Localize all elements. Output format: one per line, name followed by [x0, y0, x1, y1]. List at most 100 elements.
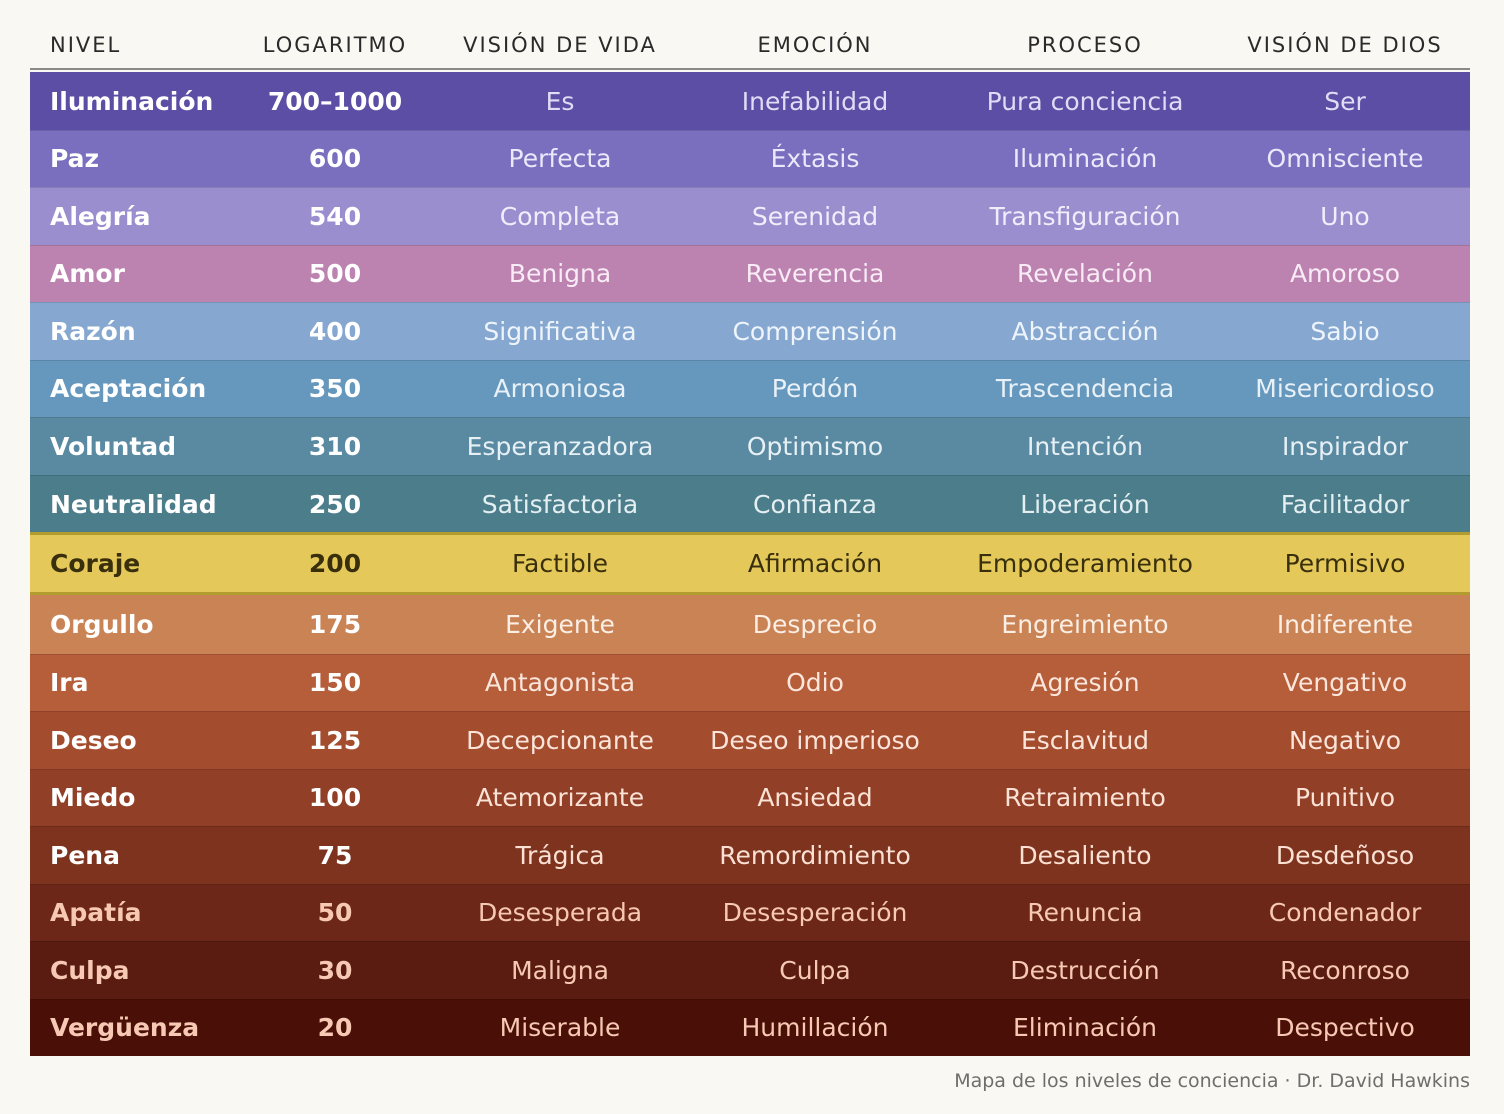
cell-emocion: Serenidad — [751, 201, 879, 231]
cell-vision-de-vida: Completa — [499, 201, 621, 231]
cell-logaritmo: 310 — [308, 431, 362, 461]
table-row: Amor 500 Benigna Reverencia Revelación Amoros… — [30, 245, 1470, 302]
cell-vision-de-vida: Significativa — [483, 316, 637, 346]
cell-vision-de-vida: Esperanzadora — [466, 431, 654, 461]
header-proceso: PROCESO — [1027, 33, 1143, 57]
levels-table: Iluminación 700–1000 Es Inefabilidad Pura co… — [30, 72, 1470, 1056]
cell-vision-de-dios: Indiferente — [1276, 609, 1414, 639]
cell-logaritmo: 50 — [317, 898, 353, 927]
cell-emocion: Perdón — [771, 374, 859, 403]
cell-logaritmo: 400 — [308, 316, 362, 346]
table-row: Miedo 100 Atemorizante Ansiedad Retraimiento… — [30, 769, 1470, 826]
cell-nivel: Coraje — [50, 549, 141, 578]
cell-nivel: Razón — [50, 316, 136, 346]
row-separator — [30, 360, 1470, 361]
cell-proceso: Liberación — [1020, 489, 1150, 519]
cell-logaritmo: 600 — [308, 144, 362, 173]
row-separator — [30, 245, 1470, 246]
cell-emocion: Inefabilidad — [741, 86, 889, 116]
cell-emocion: Desesperación — [722, 898, 908, 927]
row-separator — [30, 711, 1470, 712]
cell-logaritmo: 100 — [308, 783, 362, 812]
coraje-band-top — [30, 532, 1470, 535]
cell-proceso: Desaliento — [1018, 840, 1152, 870]
row-separator — [30, 187, 1470, 188]
cell-nivel: Vergüenza — [50, 1013, 200, 1042]
row-separator — [30, 826, 1470, 827]
coraje-band-bottom — [30, 592, 1470, 595]
header-nivel: NIVEL — [50, 33, 122, 57]
cell-logaritmo: 30 — [317, 955, 353, 985]
table-row: Coraje 200 Factible Afirmación Empoderamient… — [30, 533, 1470, 594]
table-row: Aceptación 350 Armoniosa Perdón Trascendenci… — [30, 360, 1470, 417]
table-row: Neutralidad 250 Satisfactoria Confianza Libe… — [30, 475, 1470, 533]
cell-proceso: Revelación — [1017, 259, 1153, 288]
cell-vision-de-dios: Despectivo — [1275, 1013, 1415, 1042]
cell-vision-de-vida: Miserable — [499, 1013, 621, 1042]
cell-nivel: Aceptación — [50, 374, 207, 403]
cell-emocion: Humillación — [741, 1013, 889, 1042]
table-row: Pena 75 Trágica Remordimiento Desaliento Desd… — [30, 826, 1470, 884]
cell-vision-de-vida: Trágica — [515, 840, 605, 870]
cell-vision-de-dios: Desdeñoso — [1275, 840, 1415, 870]
cell-proceso: Destrucción — [1010, 955, 1160, 985]
cell-nivel: Amor — [50, 259, 125, 288]
table-row: Alegría 540 Completa Serenidad Transfiguraci… — [30, 187, 1470, 245]
table-row: Ira 150 Antagonista Odio Agresión Vengativo — [30, 654, 1470, 711]
cell-vision-de-vida: Decepcionante — [466, 725, 654, 755]
cell-logaritmo: 500 — [308, 259, 362, 288]
cell-logaritmo: 700–1000 — [267, 86, 403, 116]
cell-proceso: Trascendencia — [995, 374, 1175, 403]
cell-vision-de-vida: Benigna — [508, 259, 612, 288]
cell-emocion: Odio — [786, 668, 844, 697]
cell-vision-de-vida: Antagonista — [484, 668, 636, 697]
row-separator — [30, 302, 1470, 303]
table-row: Razón 400 Significativa Comprensión Abstracc… — [30, 302, 1470, 360]
cell-logaritmo: 250 — [308, 489, 362, 519]
table-row: Voluntad 310 Esperanzadora Optimismo Intenci… — [30, 417, 1470, 475]
table-row: Deseo 125 Decepcionante Deseo imperioso Escl… — [30, 711, 1470, 769]
header-vision-de-dios: VISIÓN DE DIOS — [1247, 33, 1443, 57]
cell-vision-de-vida: Es — [545, 86, 575, 116]
table-row: Culpa 30 Maligna Culpa Destrucción Reconroso — [30, 941, 1470, 999]
cell-vision-de-vida: Exigente — [505, 609, 615, 639]
cell-vision-de-vida: Factible — [511, 549, 609, 578]
cell-proceso: Retraimiento — [1004, 783, 1166, 812]
table-row: Iluminación 700–1000 Es Inefabilidad Pura co… — [30, 72, 1470, 130]
cell-vision-de-dios: Misericordioso — [1255, 374, 1435, 403]
cell-nivel: Pena — [50, 840, 120, 870]
row-separator — [30, 475, 1470, 476]
cell-emocion: Deseo imperioso — [710, 725, 920, 755]
row-separator — [30, 654, 1470, 655]
cell-emocion: Ansiedad — [757, 783, 873, 812]
cell-nivel: Apatía — [50, 898, 142, 927]
cell-vision-de-vida: Perfecta — [508, 144, 612, 173]
table-row: Apatía 50 Desesperada Desesperación Renuncia… — [30, 884, 1470, 941]
cell-emocion: Éxtasis — [770, 144, 860, 173]
cell-emocion: Reverencia — [745, 259, 885, 288]
cell-vision-de-vida: Desesperada — [477, 898, 643, 927]
table-row: Vergüenza 20 Miserable Humillación Eliminaci… — [30, 999, 1470, 1056]
row-separator — [30, 941, 1470, 942]
cell-nivel: Ira — [50, 668, 89, 697]
table-header: NIVEL LOGARITMO VISIÓN DE VIDA EMOCIÓN P… — [30, 0, 1470, 70]
cell-nivel: Paz — [50, 144, 100, 173]
cell-vision-de-dios: Negativo — [1288, 725, 1402, 755]
cell-logaritmo: 540 — [308, 201, 362, 231]
cell-proceso: Agresión — [1030, 668, 1140, 697]
cell-vision-de-vida: Armoniosa — [493, 374, 627, 403]
cell-logaritmo: 350 — [308, 374, 362, 403]
cell-proceso: Pura conciencia — [986, 86, 1184, 116]
cell-emocion: Confianza — [753, 489, 877, 519]
cell-nivel: Alegría — [50, 201, 151, 231]
cell-emocion: Desprecio — [752, 609, 878, 639]
row-separator — [30, 417, 1470, 418]
cell-logaritmo: 125 — [308, 725, 362, 755]
cell-proceso: Engreimiento — [1001, 609, 1169, 639]
caption: Mapa de los niveles de conciencia · Dr. … — [954, 1070, 1470, 1092]
row-separator — [30, 130, 1470, 131]
cell-vision-de-dios: Inspirador — [1281, 431, 1409, 461]
cell-logaritmo: 75 — [317, 840, 353, 870]
table-row: Paz 600 Perfecta Éxtasis Iluminación Omniscie… — [30, 130, 1470, 187]
cell-emocion: Remordimiento — [719, 840, 911, 870]
